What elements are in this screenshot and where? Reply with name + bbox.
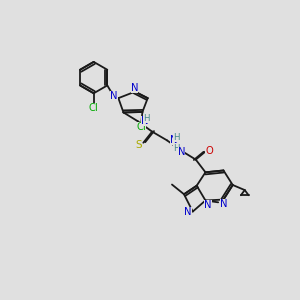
Text: N: N xyxy=(178,147,185,157)
Text: S: S xyxy=(136,140,142,151)
Text: N: N xyxy=(110,91,118,101)
Text: Cl: Cl xyxy=(89,103,99,112)
Text: Cl: Cl xyxy=(136,122,146,132)
Text: H: H xyxy=(173,133,179,142)
Text: N: N xyxy=(184,207,192,217)
Text: H: H xyxy=(143,114,150,123)
Text: N: N xyxy=(141,116,148,126)
Text: N: N xyxy=(131,82,138,92)
Text: N: N xyxy=(205,200,212,210)
Text: N: N xyxy=(220,199,227,209)
Text: N: N xyxy=(170,135,177,146)
Text: O: O xyxy=(205,146,213,156)
Text: H: H xyxy=(173,144,180,153)
